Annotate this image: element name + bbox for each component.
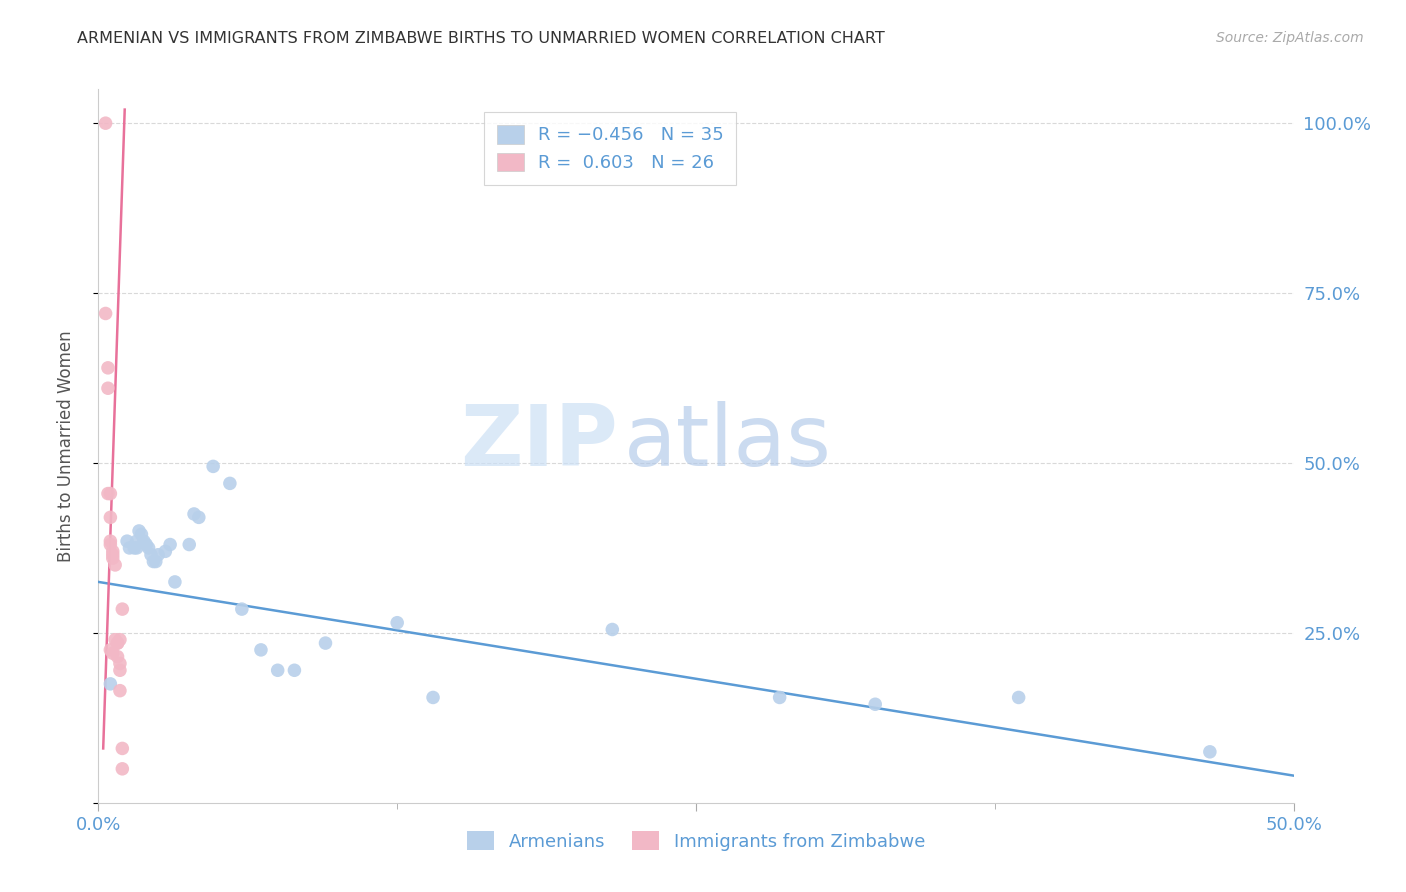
- Point: [111, 741, 134, 756]
- Point: [107, 636, 129, 650]
- Legend: Armenians, Immigrants from Zimbabwe: Armenians, Immigrants from Zimbabwe: [460, 824, 932, 858]
- Point: [98, 534, 122, 549]
- Point: [101, 646, 124, 660]
- Text: Source: ZipAtlas.com: Source: ZipAtlas.com: [1216, 31, 1364, 45]
- Point: [768, 690, 790, 705]
- Point: [101, 544, 124, 558]
- Point: [108, 663, 131, 677]
- Point: [107, 649, 129, 664]
- Point: [135, 537, 157, 551]
- Point: [219, 476, 242, 491]
- Point: [94, 306, 117, 320]
- Point: [1008, 690, 1031, 705]
- Point: [187, 510, 209, 524]
- Point: [98, 537, 122, 551]
- Point: [231, 602, 253, 616]
- Point: [142, 555, 165, 569]
- Point: [250, 643, 273, 657]
- Point: [315, 636, 337, 650]
- Point: [283, 663, 305, 677]
- Point: [183, 507, 205, 521]
- Point: [101, 548, 124, 562]
- Point: [139, 548, 162, 562]
- Point: [108, 683, 131, 698]
- Point: [128, 524, 150, 538]
- Point: [108, 657, 131, 671]
- Point: [97, 360, 120, 375]
- Point: [163, 574, 186, 589]
- Point: [131, 527, 153, 541]
- Text: ZIP: ZIP: [461, 401, 619, 484]
- Point: [179, 537, 201, 551]
- Point: [202, 459, 225, 474]
- Point: [118, 541, 141, 555]
- Point: [98, 510, 122, 524]
- Point: [107, 636, 129, 650]
- Point: [422, 690, 444, 705]
- Point: [267, 663, 290, 677]
- Point: [98, 486, 122, 500]
- Point: [97, 381, 120, 395]
- Point: [111, 762, 134, 776]
- Point: [602, 623, 624, 637]
- Point: [111, 602, 134, 616]
- Y-axis label: Births to Unmarried Women: Births to Unmarried Women: [56, 330, 75, 562]
- Point: [108, 632, 131, 647]
- Text: ARMENIAN VS IMMIGRANTS FROM ZIMBABWE BIRTHS TO UNMARRIED WOMEN CORRELATION CHART: ARMENIAN VS IMMIGRANTS FROM ZIMBABWE BIR…: [77, 31, 886, 46]
- Point: [98, 677, 122, 691]
- Point: [138, 541, 160, 555]
- Point: [148, 548, 170, 562]
- Point: [97, 486, 120, 500]
- Point: [125, 541, 148, 555]
- Point: [94, 116, 117, 130]
- Point: [865, 698, 887, 712]
- Point: [1199, 745, 1222, 759]
- Point: [104, 632, 127, 647]
- Point: [385, 615, 409, 630]
- Point: [104, 558, 127, 572]
- Point: [115, 534, 138, 549]
- Point: [125, 534, 148, 549]
- Point: [101, 551, 124, 566]
- Point: [159, 537, 181, 551]
- Point: [155, 544, 177, 558]
- Text: atlas: atlas: [624, 401, 832, 484]
- Point: [132, 534, 155, 549]
- Point: [145, 555, 167, 569]
- Point: [98, 643, 122, 657]
- Point: [124, 541, 146, 555]
